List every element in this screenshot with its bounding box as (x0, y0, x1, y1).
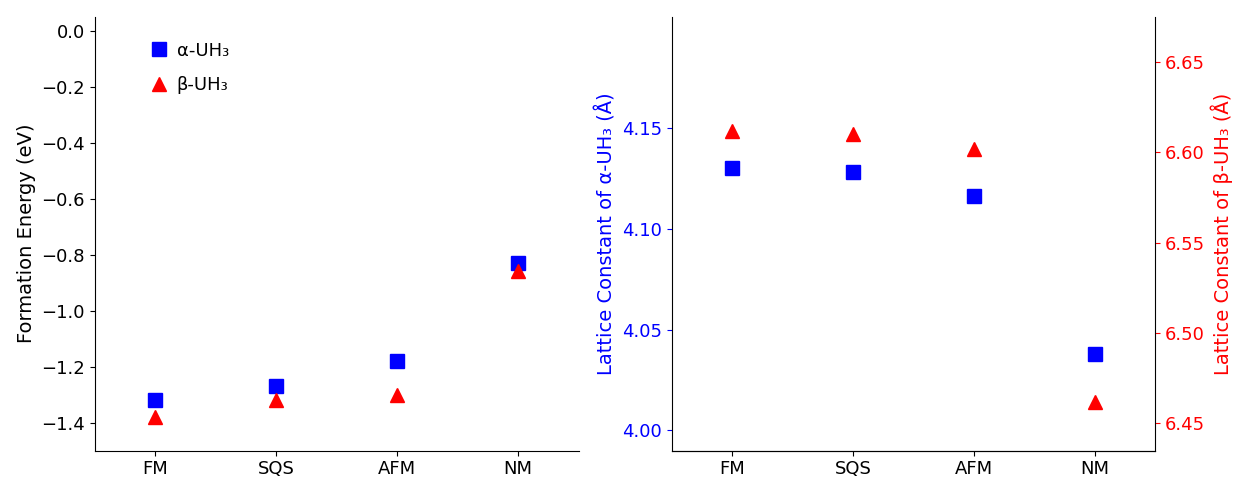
Y-axis label: Formation Energy (eV): Formation Energy (eV) (16, 124, 36, 344)
β-UH₃ (510, 268, 525, 274)
β-UH₃ (148, 414, 162, 420)
Line: α-UH₃: α-UH₃ (149, 256, 525, 407)
α-UH₃ (510, 260, 525, 266)
α-UH₃ (148, 397, 162, 403)
β-UH₃ (269, 397, 284, 403)
α-UH₃ (390, 358, 405, 364)
β-UH₃ (390, 392, 405, 397)
Y-axis label: Lattice Constant of β-UH₃ (Å): Lattice Constant of β-UH₃ (Å) (1211, 93, 1234, 375)
α-UH₃ (269, 383, 284, 389)
Line: β-UH₃: β-UH₃ (149, 264, 525, 424)
Legend: α-UH₃, β-UH₃: α-UH₃, β-UH₃ (142, 34, 236, 101)
Y-axis label: Lattice Constant of α-UH₃ (Å): Lattice Constant of α-UH₃ (Å) (595, 93, 616, 375)
